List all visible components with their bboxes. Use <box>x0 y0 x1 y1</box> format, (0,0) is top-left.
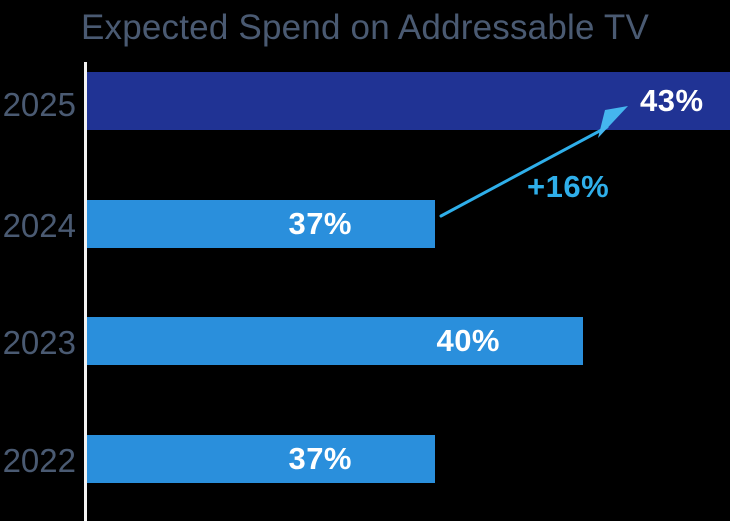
bar-row: 2024 37% <box>0 200 730 248</box>
bar-row: 2023 40% <box>0 317 730 365</box>
bar-value-2025: 43% <box>640 83 704 118</box>
bar-2024[interactable] <box>87 200 435 248</box>
y-axis-line <box>84 62 87 521</box>
bar-2025[interactable] <box>87 72 730 130</box>
bar-2023[interactable] <box>87 317 583 365</box>
y-axis-label-2023: 2023 <box>2 324 76 361</box>
bar-value-2023: 40% <box>436 323 500 358</box>
bar-2022[interactable] <box>87 435 435 483</box>
bar-value-2022: 37% <box>288 441 352 476</box>
bar-row: 2025 43% <box>0 72 730 130</box>
chart-title: Expected Spend on Addressable TV <box>80 8 650 47</box>
bar-value-2024: 37% <box>288 206 352 241</box>
y-axis-label-2024: 2024 <box>2 207 76 244</box>
plot-area: 2025 43% 2024 37% 2023 40% 2022 37% <box>0 55 730 521</box>
y-axis-label-2022: 2022 <box>2 442 76 479</box>
growth-delta-label: +16% <box>527 169 610 204</box>
y-axis-label-2025: 2025 <box>2 86 76 123</box>
bar-row: 2022 37% <box>0 435 730 483</box>
